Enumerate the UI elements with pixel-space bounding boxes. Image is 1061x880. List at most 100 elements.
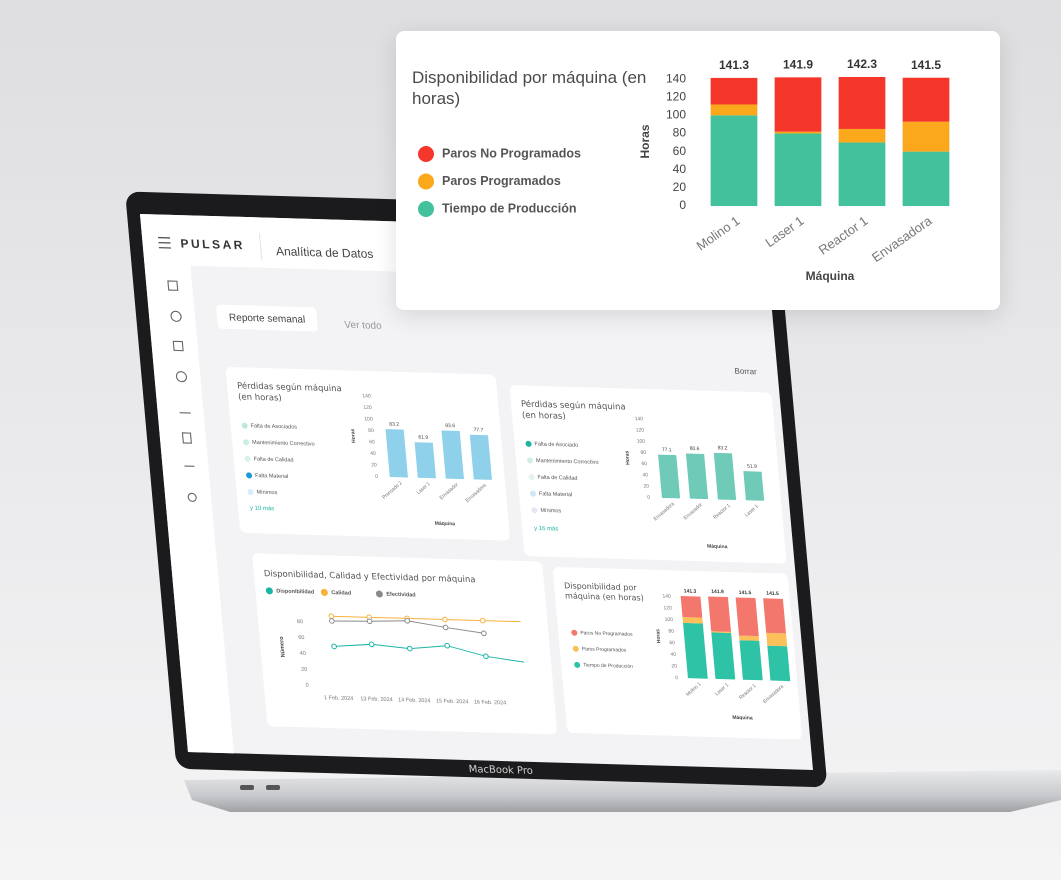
y-tick-label: 20 <box>673 180 687 194</box>
x-tick-label: 1 Feb. 2024 <box>324 695 354 702</box>
y-tick-label: 100 <box>666 108 686 122</box>
bar-segment <box>710 115 758 206</box>
y-axis-label: Horas <box>638 124 652 158</box>
point <box>481 630 487 637</box>
chart-title: Disponibilidad por máquina (en horas) <box>412 68 647 108</box>
bar <box>385 429 408 478</box>
legend-swatch <box>525 440 532 447</box>
legend-label: Falta de Calidad <box>253 456 294 463</box>
legend-label: Tiempo de Producción <box>583 662 633 669</box>
bar-segment <box>774 77 822 132</box>
legend-swatch <box>531 507 538 514</box>
legend-swatch <box>529 490 537 497</box>
sidebar-icons[interactable] <box>167 280 199 502</box>
card <box>509 385 787 564</box>
legend-label: Falta de Asociados <box>250 423 297 430</box>
clear-button[interactable]: Borrar <box>734 367 757 377</box>
legend-label: Falta de Calidad <box>537 475 578 482</box>
chart-title: Disponibilidad por máquina (en horas) <box>563 581 645 604</box>
total-label: 141.9 <box>711 589 724 595</box>
y-tick-label: 80 <box>297 619 304 625</box>
x-axis-label: Máquina <box>806 269 855 283</box>
point <box>442 624 449 631</box>
bar-segment <box>739 635 760 641</box>
point <box>404 617 411 624</box>
y-tick-label: 100 <box>364 416 373 422</box>
y-axis-label: Número <box>279 636 287 658</box>
legend-swatch <box>247 488 254 496</box>
line <box>331 615 521 623</box>
legend-label: Efectividad <box>386 592 416 599</box>
legend-swatch <box>418 146 434 162</box>
y-tick-label: 80 <box>673 126 687 140</box>
y-tick-label: 0 <box>647 495 651 501</box>
value-label: 83.6 <box>445 423 455 429</box>
legend-label: Falta Material <box>255 473 289 480</box>
point <box>366 618 373 625</box>
bar-segment <box>838 142 886 206</box>
legend-label: Falta de Asociado <box>534 441 578 448</box>
tab[interactable]: Ver todo <box>344 320 383 332</box>
total-label: 142.3 <box>847 57 877 71</box>
value-label: 80.6 <box>689 446 699 452</box>
legend-swatch <box>571 629 578 636</box>
value-label: 51.9 <box>747 464 757 470</box>
legend-swatch <box>418 173 434 190</box>
bar <box>469 434 492 480</box>
x-tick-label: Reactor 1 <box>816 213 871 258</box>
legend-label: Paros No Programados <box>442 146 581 160</box>
card <box>225 367 510 541</box>
line <box>334 643 525 663</box>
legend-label: Mínimos <box>256 490 278 497</box>
total-label: 141.3 <box>684 588 697 594</box>
bar-segment <box>774 133 822 206</box>
bar <box>743 471 765 501</box>
x-tick-label: Molino 1 <box>694 213 743 253</box>
total-label: 141.5 <box>766 591 779 597</box>
point <box>328 613 335 620</box>
tab[interactable]: Reporte semanal <box>229 313 306 326</box>
legend-swatch <box>320 588 328 596</box>
value-label: 77.7 <box>473 427 483 433</box>
point <box>483 653 489 660</box>
point <box>444 642 451 649</box>
y-tick-label: 0 <box>679 198 686 212</box>
y-tick-label: 140 <box>362 393 371 399</box>
y-tick-label: 60 <box>298 635 305 641</box>
legend-swatch <box>528 474 535 481</box>
bar-segment <box>711 632 736 680</box>
sidebar <box>144 264 234 754</box>
y-tick-label: 40 <box>673 162 687 176</box>
point <box>331 643 337 650</box>
laptop-base <box>184 770 1061 812</box>
bar-segment <box>774 131 822 134</box>
y-tick-label: 80 <box>640 450 646 456</box>
more-link: y 10 más <box>250 506 275 513</box>
total-label: 141.9 <box>783 58 813 72</box>
tab-active[interactable] <box>216 304 318 332</box>
bar <box>685 453 709 500</box>
model-label: MacBook Pro <box>468 764 533 777</box>
total-label: 141.3 <box>719 58 749 72</box>
chart-title-box: Pérdidas según máquina (en horas) <box>521 399 627 421</box>
port <box>240 785 254 790</box>
divider <box>258 233 263 260</box>
legend-label: Falta Material <box>539 491 573 498</box>
y-tick-label: 20 <box>643 483 649 489</box>
legend-swatch <box>244 455 251 462</box>
chart-title-box: Pérdidas según máquina (en horas) <box>237 381 343 403</box>
y-tick-label: 60 <box>669 640 675 646</box>
value-label: 83.2 <box>389 422 399 428</box>
x-tick-label: 16 Feb. 2024 <box>474 700 507 707</box>
total-label: 141.5 <box>739 590 752 596</box>
menu-icon[interactable] <box>158 236 172 249</box>
legend-label: Paros No Programados <box>580 630 633 638</box>
card-content: Disponibilidad por máquina (en horas) Par… <box>563 581 791 721</box>
point <box>406 645 413 652</box>
legend-label: Calidad <box>331 590 351 597</box>
legend-swatch <box>243 439 250 446</box>
y-tick-label: 40 <box>300 651 307 657</box>
legend-label: Mínimos <box>540 508 562 515</box>
bar-segment <box>735 597 759 637</box>
y-tick-label: 60 <box>369 439 375 445</box>
